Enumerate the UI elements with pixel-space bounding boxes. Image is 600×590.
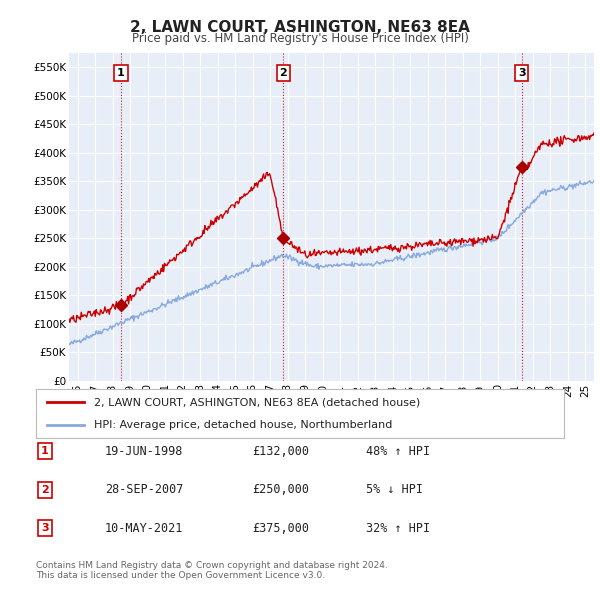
Text: 10-MAY-2021: 10-MAY-2021 [105,522,184,535]
Text: This data is licensed under the Open Government Licence v3.0.: This data is licensed under the Open Gov… [36,571,325,579]
Text: 1: 1 [41,447,49,456]
Text: HPI: Average price, detached house, Northumberland: HPI: Average price, detached house, Nort… [94,419,392,430]
Text: £132,000: £132,000 [252,445,309,458]
Text: 2: 2 [280,68,287,78]
Text: Price paid vs. HM Land Registry's House Price Index (HPI): Price paid vs. HM Land Registry's House … [131,32,469,45]
Text: 5% ↓ HPI: 5% ↓ HPI [366,483,423,496]
Text: 32% ↑ HPI: 32% ↑ HPI [366,522,430,535]
Text: 2, LAWN COURT, ASHINGTON, NE63 8EA: 2, LAWN COURT, ASHINGTON, NE63 8EA [130,20,470,35]
Text: 1: 1 [117,68,125,78]
Text: 2: 2 [41,485,49,494]
Text: 3: 3 [41,523,49,533]
Text: 19-JUN-1998: 19-JUN-1998 [105,445,184,458]
Text: 3: 3 [518,68,526,78]
Text: 48% ↑ HPI: 48% ↑ HPI [366,445,430,458]
Text: £250,000: £250,000 [252,483,309,496]
Text: 28-SEP-2007: 28-SEP-2007 [105,483,184,496]
Text: 2, LAWN COURT, ASHINGTON, NE63 8EA (detached house): 2, LAWN COURT, ASHINGTON, NE63 8EA (deta… [94,398,421,408]
Text: £375,000: £375,000 [252,522,309,535]
Text: Contains HM Land Registry data © Crown copyright and database right 2024.: Contains HM Land Registry data © Crown c… [36,560,388,569]
